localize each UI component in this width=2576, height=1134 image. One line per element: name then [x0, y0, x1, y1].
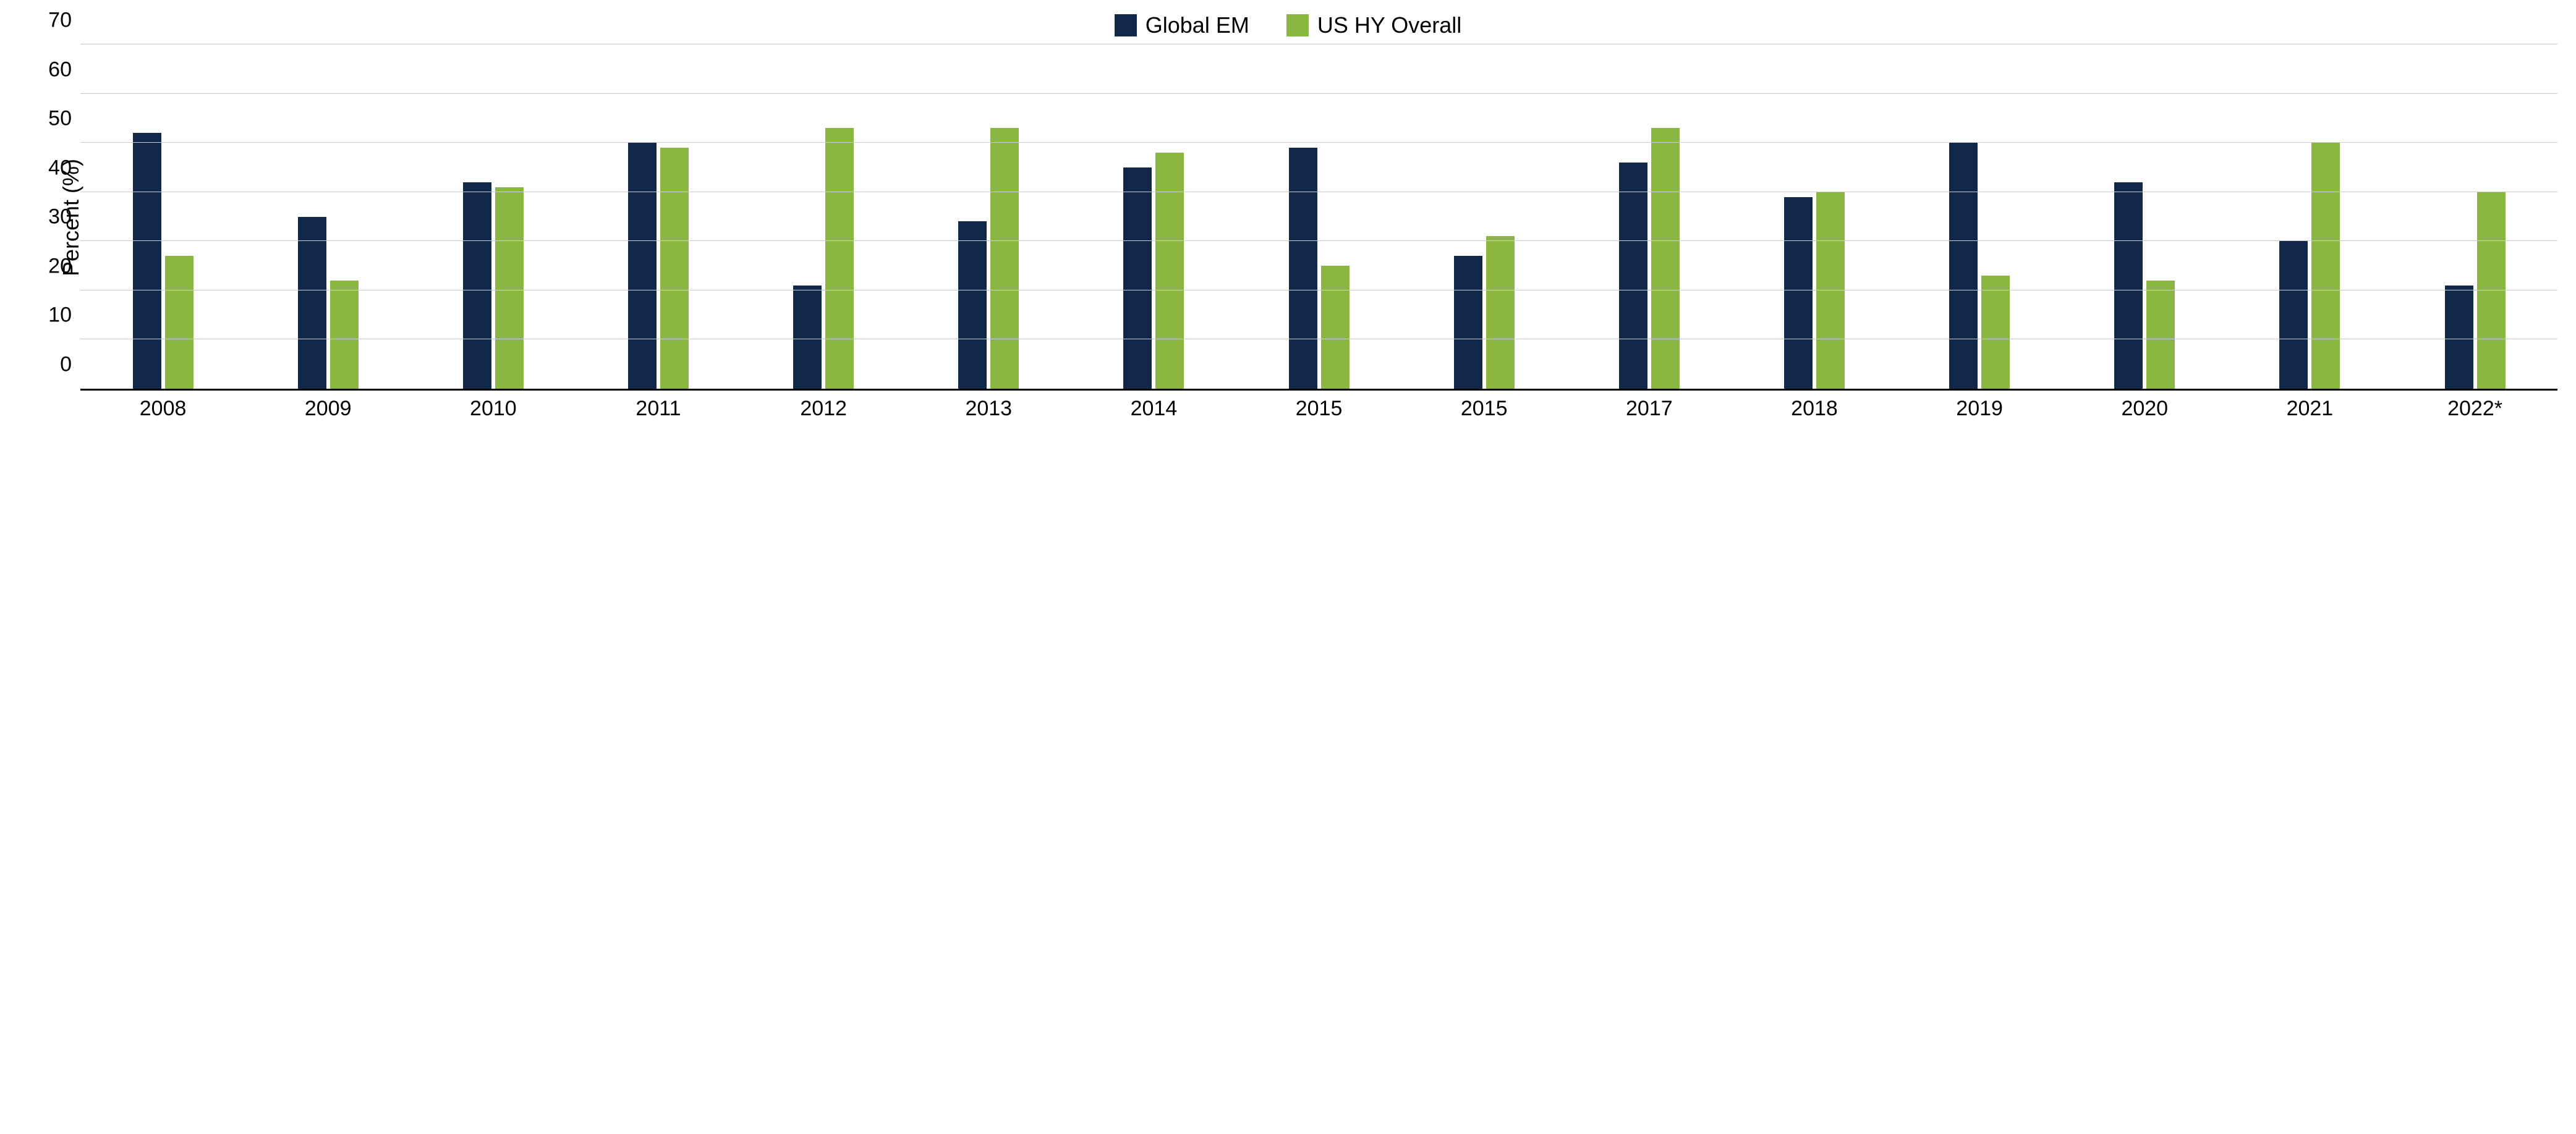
x-tick-label: 2008: [80, 397, 245, 421]
bar-group: [1566, 44, 1732, 389]
bar: [133, 133, 161, 389]
y-tick-label: 30: [48, 205, 80, 229]
bar-group: [80, 44, 245, 389]
bar-group: [1071, 44, 1236, 389]
bar: [1784, 197, 1813, 389]
legend-item-global-em: Global EM: [1115, 12, 1249, 38]
bar: [1486, 236, 1515, 389]
bars-layer: [80, 44, 2557, 389]
y-tick-label: 20: [48, 254, 80, 278]
x-tick-label: 2012: [741, 397, 906, 421]
legend-label: Global EM: [1146, 12, 1249, 38]
y-tick-label: 0: [60, 353, 80, 377]
x-tick-label: 2015: [1236, 397, 1401, 421]
bar-group: [410, 44, 576, 389]
plot-zone: Percent (%) 010203040506070: [80, 44, 2557, 391]
y-tick-label: 40: [48, 156, 80, 180]
bar: [2311, 143, 2340, 389]
plot-area: 010203040506070: [80, 44, 2557, 391]
bar: [660, 148, 689, 389]
bar: [165, 256, 193, 389]
x-tick-label: 2013: [906, 397, 1071, 421]
bar: [1981, 276, 2010, 389]
bar: [1454, 256, 1482, 389]
bar: [958, 221, 987, 389]
bar-chart: Global EM US HY Overall Percent (%) 0102…: [0, 0, 2576, 421]
bar: [1816, 192, 1845, 389]
gridline: [80, 93, 2557, 94]
bar-group: [1236, 44, 1401, 389]
bar-group: [2227, 44, 2392, 389]
bar-group: [1401, 44, 1566, 389]
bar-group: [576, 44, 741, 389]
y-tick-label: 60: [48, 57, 80, 82]
bar-group: [1732, 44, 1897, 389]
bar: [1155, 153, 1184, 389]
x-tick-label: 2014: [1071, 397, 1236, 421]
x-tick-label: 2022*: [2392, 397, 2557, 421]
bar: [825, 128, 854, 389]
x-tick-label: 2009: [245, 397, 410, 421]
legend-swatch: [1286, 14, 1309, 36]
y-tick-label: 10: [48, 303, 80, 328]
bar: [1949, 143, 1978, 389]
bar-group: [2062, 44, 2227, 389]
legend-item-us-hy: US HY Overall: [1286, 12, 1461, 38]
bar: [793, 286, 822, 389]
x-axis-labels: 2008200920102011201220132014201520152017…: [80, 391, 2557, 421]
bar: [2114, 182, 2143, 389]
bar: [2477, 192, 2506, 389]
legend-label: US HY Overall: [1317, 12, 1461, 38]
x-tick-label: 2015: [1401, 397, 1566, 421]
bar: [1651, 128, 1680, 389]
bar: [298, 217, 326, 389]
bar-group: [741, 44, 906, 389]
gridline: [80, 240, 2557, 241]
bar: [1619, 163, 1647, 389]
bar: [990, 128, 1019, 389]
x-tick-label: 2018: [1732, 397, 1897, 421]
bar: [330, 281, 359, 389]
x-tick-label: 2010: [410, 397, 576, 421]
bar: [2146, 281, 2175, 389]
bar: [463, 182, 491, 389]
legend-swatch: [1115, 14, 1137, 36]
bar-group: [2392, 44, 2557, 389]
x-tick-label: 2020: [2062, 397, 2227, 421]
x-tick-label: 2021: [2227, 397, 2392, 421]
bar-group: [906, 44, 1071, 389]
x-tick-label: 2011: [576, 397, 741, 421]
gridline: [80, 142, 2557, 143]
x-tick-label: 2017: [1566, 397, 1732, 421]
bar: [2279, 241, 2308, 389]
bar: [1123, 167, 1152, 389]
bar: [495, 187, 524, 389]
bar: [628, 143, 657, 389]
legend: Global EM US HY Overall: [0, 0, 2576, 44]
y-tick-label: 50: [48, 107, 80, 131]
bar: [1321, 266, 1350, 389]
bar-group: [1897, 44, 2062, 389]
bar-group: [245, 44, 410, 389]
bar: [1289, 148, 1317, 389]
y-tick-label: 70: [48, 9, 80, 33]
x-tick-label: 2019: [1897, 397, 2062, 421]
bar: [2445, 286, 2473, 389]
